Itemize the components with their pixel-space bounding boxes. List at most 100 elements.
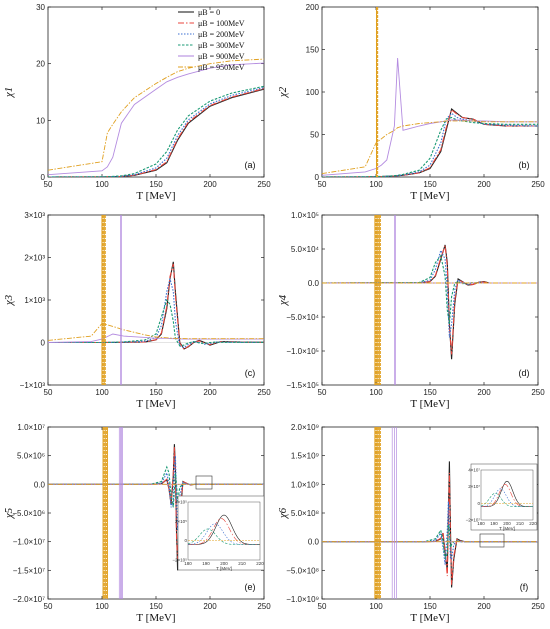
inset-y-tick: 4×10⁵ — [175, 500, 187, 505]
inset-x-tick: 200 — [503, 521, 511, 526]
series-line-1 — [48, 263, 264, 351]
series-line-3 — [322, 254, 538, 324]
series-line-0 — [48, 261, 264, 350]
x-tick-label: 200 — [477, 602, 491, 611]
series-line-2 — [322, 112, 538, 177]
y-axis-label: χ4 — [277, 294, 289, 306]
legend: μB = 0 μB = 100MeV μB = 200MeV μB = 300MeV μ… — [178, 8, 245, 72]
x-tick-label: 50 — [318, 180, 327, 189]
y-tick-label: 0.0 — [308, 538, 320, 547]
series-group — [48, 427, 264, 599]
series-line-2 — [322, 248, 538, 338]
series-line-2 — [48, 86, 264, 177]
inset-y-tick: 4×10⁷ — [468, 468, 480, 473]
x-tick-label: 50 — [44, 388, 53, 397]
inset-y-tick: −2×10⁷ — [466, 518, 481, 523]
inset-x-label: T [MeV] — [499, 526, 515, 531]
legend-entry-2: μB = 200MeV — [198, 30, 245, 39]
panel-label: (a) — [245, 160, 256, 170]
series-group — [322, 427, 538, 599]
series-line-1 — [48, 88, 264, 177]
x-tick-label: 200 — [203, 388, 217, 397]
y-tick-label: 30 — [36, 3, 45, 12]
x-tick-label: 150 — [149, 388, 163, 397]
inset-frame — [480, 469, 534, 521]
y-tick-label: 100 — [306, 88, 320, 97]
inset-y-tick: 0 — [477, 501, 480, 506]
plot-frame — [47, 214, 265, 386]
x-tick-label: 50 — [44, 602, 53, 611]
panel-label: (e) — [245, 582, 256, 592]
series-line-3 — [322, 116, 538, 177]
x-tick-label: 250 — [531, 602, 545, 611]
panel-label: (d) — [519, 368, 530, 378]
y-tick-label: 1.5×10⁹ — [291, 452, 319, 461]
series-group — [322, 215, 538, 385]
panel-a: 50 100 150 200 250 0 10 20 30 T [MeV] χ1 (a) — [3, 3, 271, 202]
inset-x-tick: 190 — [202, 561, 210, 566]
y-tick-label: 1.0×10⁵ — [291, 211, 319, 220]
x-tick-label: 100 — [369, 180, 383, 189]
series-line-2 — [48, 278, 264, 349]
x-tick-label: 50 — [44, 180, 53, 189]
panel-label: (f) — [520, 582, 529, 592]
series-line-5 — [48, 322, 264, 341]
y-tick-label: −1×10³ — [20, 381, 46, 390]
y-tick-label: −1.5×10⁷ — [13, 566, 45, 575]
x-tick-label: 150 — [423, 388, 437, 397]
x-tick-label: 100 — [95, 180, 109, 189]
y-tick-label: 150 — [306, 46, 320, 55]
y-tick-label: 50 — [310, 131, 319, 140]
legend-entry-5: μB = 950MeV — [198, 63, 245, 72]
inset-x-tick: 210 — [238, 561, 246, 566]
x-tick-label: 100 — [95, 602, 109, 611]
y-tick-label: 2.0×10⁹ — [291, 423, 319, 432]
panel-label: (b) — [519, 160, 530, 170]
x-tick-label: 250 — [531, 180, 545, 189]
x-tick-label: 150 — [149, 180, 163, 189]
panel-d: 50 100 150 200 250 −1.5×10⁵ −1.0×10⁵ −5.0×10⁴ 0.… — [277, 211, 545, 410]
series-line-5 — [322, 120, 538, 175]
panel-label: (c) — [245, 368, 256, 378]
series-group — [48, 215, 264, 385]
legend-entry-1: μB = 100MeV — [198, 19, 245, 28]
inset-e: 180 190 200 210 220 −2×10⁵ 0 2×10⁵ 4×10⁵ T [MeV] — [172, 495, 265, 571]
x-tick-label: 150 — [149, 602, 163, 611]
y-tick-label: 5.0×10⁸ — [291, 509, 319, 518]
x-tick-label: 250 — [257, 602, 271, 611]
y-tick-label: 20 — [36, 60, 45, 69]
inset-x-tick: 220 — [529, 521, 537, 526]
x-tick-label: 50 — [318, 388, 327, 397]
x-axis-label: T [MeV] — [410, 398, 449, 410]
y-tick-label: −1.5×10⁵ — [286, 381, 319, 390]
y-tick-label: 5.0×10⁶ — [17, 452, 45, 461]
panel-e: 50 100 150 200 250 −2.0×10⁷ −1.5×10⁷ −1.0×10⁷ −5… — [3, 423, 271, 624]
plot-frame — [321, 214, 539, 386]
y-tick-label: 0 — [315, 173, 320, 182]
x-tick-label: 250 — [257, 388, 271, 397]
series-line-4 — [48, 62, 264, 176]
zoom-box — [195, 475, 213, 490]
x-tick-label: 200 — [203, 602, 217, 611]
inset-y-tick: 0 — [184, 538, 187, 543]
x-tick-label: 200 — [203, 180, 217, 189]
y-tick-label: 1×10³ — [24, 296, 45, 305]
y-axis-label: χ2 — [277, 86, 289, 98]
inset-x-tick: 190 — [490, 521, 498, 526]
panel-f: 50 100 150 200 250 −1.0×10⁹ −5.0×10⁸ 0.0 5.0×10⁸… — [277, 423, 545, 624]
x-tick-label: 100 — [369, 602, 383, 611]
inset-x-tick: 180 — [477, 521, 485, 526]
x-tick-label: 50 — [318, 602, 327, 611]
legend-entry-3: μB = 300MeV — [198, 41, 245, 50]
y-tick-label: −2.0×10⁷ — [13, 595, 45, 604]
y-axis-label: χ6 — [277, 507, 289, 519]
inset-x-tick: 210 — [516, 521, 524, 526]
x-tick-label: 150 — [423, 602, 437, 611]
panel-c: 50 100 150 200 250 −1×10³ 0 1×10³ 2×10³ 3×10³ T [M… — [3, 211, 271, 410]
series-line-0 — [322, 244, 538, 360]
series-line-0 — [322, 108, 538, 177]
inset-x-tick: 180 — [184, 561, 192, 566]
x-tick-label: 200 — [477, 180, 491, 189]
